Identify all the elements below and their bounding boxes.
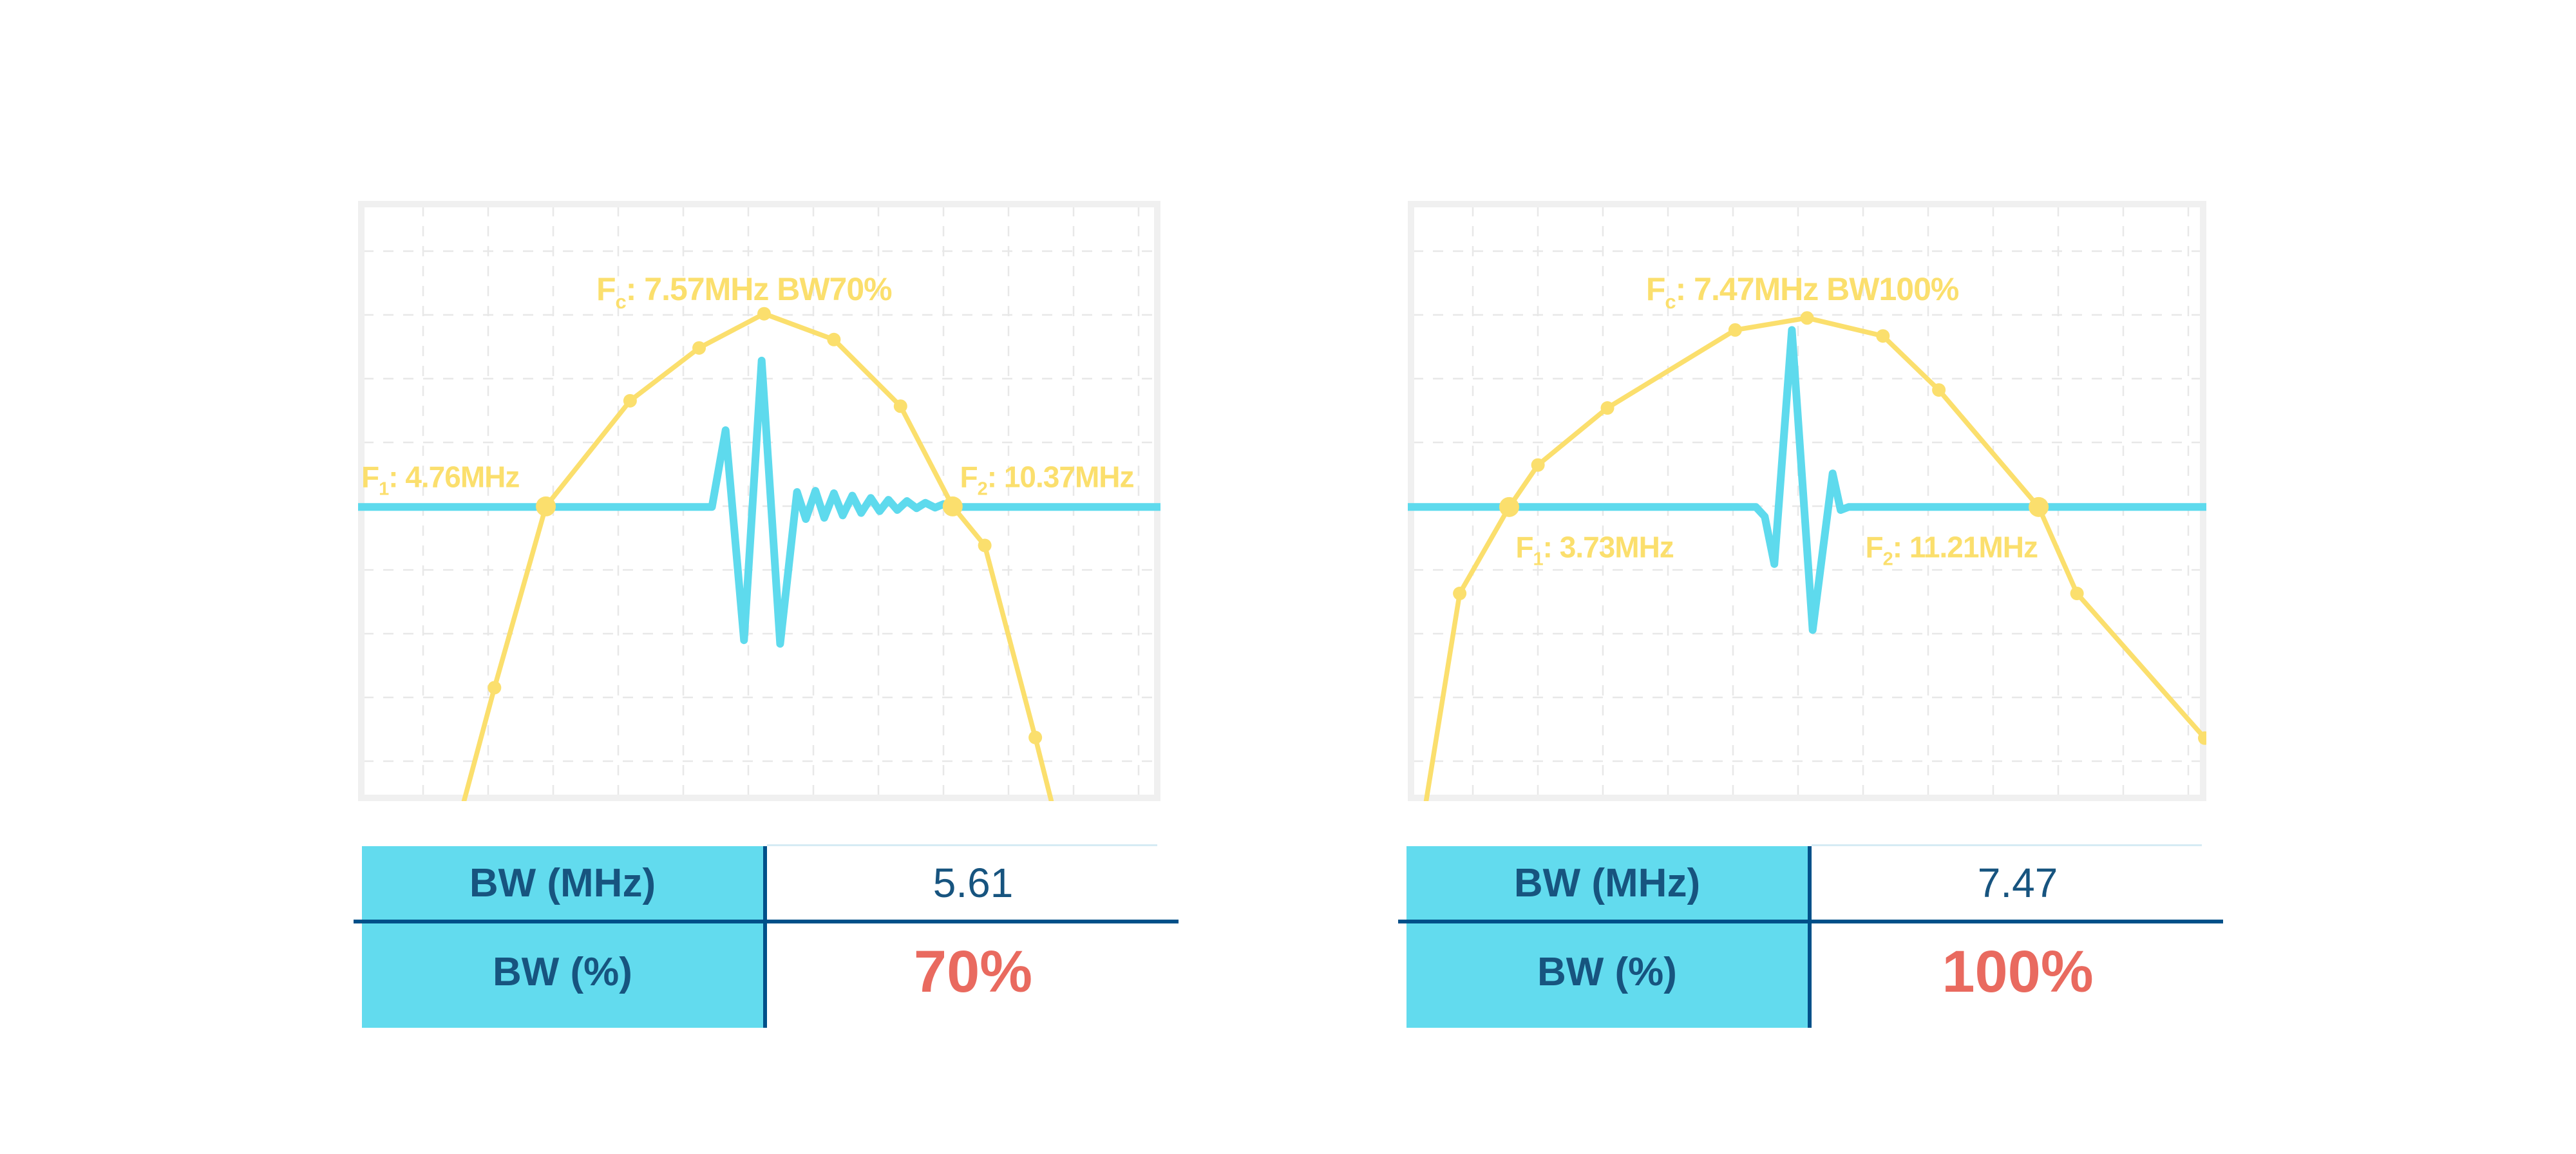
data-point-marker (1531, 458, 1545, 472)
bw-table-100: BW (MHz) BW (%) 7.47 100% (1398, 842, 2226, 1035)
spectrum-curve (461, 311, 1054, 801)
data-point-marker (1876, 329, 1890, 343)
chart-title: Fc: 7.57MHz BW70% (596, 271, 892, 313)
chart-title: Fc: 7.47MHz BW100% (1646, 271, 1959, 313)
table-top-border (767, 844, 1157, 846)
data-point-marker (978, 538, 992, 553)
table-value-bw-pct: 100% (1942, 938, 2094, 1005)
table-row-divider (354, 920, 1179, 923)
pulse-waveform (1408, 326, 2206, 634)
data-point-marker (2070, 587, 2084, 601)
f1-label: F1: 3.73MHz (1515, 531, 1673, 570)
data-point-marker (1932, 383, 1946, 397)
table-value-bw-mhz: 7.47 (1977, 860, 2058, 906)
data-point-marker (488, 681, 502, 695)
marker-f2 (2029, 497, 2049, 517)
table-top-border (1812, 844, 2202, 846)
marker-f1 (1499, 497, 1519, 517)
f2-label: F2: 11.21MHz (1866, 531, 2038, 570)
table-label-bw-mhz: BW (MHz) (469, 860, 656, 905)
data-point-marker (692, 341, 706, 355)
bw-table-70: BW (MHz) BW (%) 5.61 70% (354, 842, 1182, 1035)
table-header-column (1406, 846, 1808, 1028)
table-row-divider (1398, 920, 2223, 923)
data-point-marker (1453, 587, 1467, 601)
pulse-waveform (358, 356, 1160, 648)
data-point-marker (1028, 730, 1043, 744)
data-point-marker (1728, 323, 1742, 337)
data-point-marker (623, 393, 637, 408)
spectrum-curve (1423, 315, 2206, 801)
data-point-marker (827, 332, 841, 346)
plot-border (358, 201, 1160, 801)
table-label-bw-mhz: BW (MHz) (1513, 860, 1701, 905)
plot-border (1408, 201, 2206, 801)
data-point-marker (893, 399, 907, 413)
data-point-marker (2198, 731, 2206, 745)
f1-label: F1: 4.76MHz (361, 460, 519, 500)
data-point-marker (757, 307, 771, 321)
table-label-bw-pct: BW (%) (1537, 949, 1677, 994)
table-column-divider (1808, 846, 1812, 1028)
data-point-marker (1600, 401, 1615, 415)
marker-f2 (942, 496, 963, 516)
data-point-marker (1800, 311, 1814, 325)
spectrum-chart-bw100: Fc: 7.47MHz BW100% F1: 3.73MHz F2: 11.21MH… (1408, 201, 2206, 801)
f2-label: F2: 10.37MHz (960, 460, 1134, 500)
table-header-column (362, 846, 763, 1028)
table-value-bw-mhz: 5.61 (933, 860, 1014, 906)
spectrum-chart-bw70: Fc: 7.57MHz BW70% F1: 4.76MHz F2: 10.37MHz (358, 201, 1160, 801)
table-column-divider (763, 846, 767, 1028)
table-label-bw-pct: BW (%) (493, 949, 632, 994)
table-value-bw-pct: 70% (913, 938, 1033, 1005)
marker-f1 (536, 496, 556, 516)
